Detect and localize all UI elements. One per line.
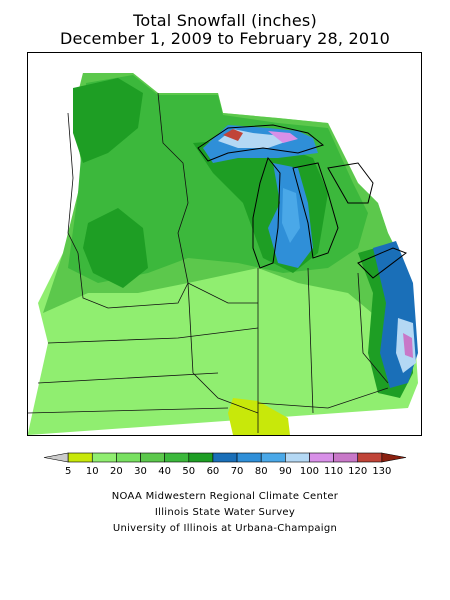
region-lake-superior-max [223, 129, 243, 141]
legend-swatch [91, 452, 117, 463]
legend-swatch [188, 452, 214, 463]
legend-tick-label: 60 [207, 466, 220, 477]
legend-swatch [357, 452, 383, 463]
legend-swatch [140, 452, 165, 463]
legend-swatch [43, 452, 69, 463]
legend-tick-label: 50 [182, 466, 195, 477]
region-90-100-michigan-lake [282, 188, 300, 243]
legend-swatch [333, 452, 359, 463]
legend-swatch [212, 452, 238, 463]
legend-swatch [116, 452, 141, 463]
state-borders [27, 92, 389, 433]
legend-tick-label: 110 [324, 466, 343, 477]
map-title: Total Snowfall (inches) [133, 11, 317, 30]
legend-swatch [285, 452, 310, 463]
region-50-60-north [73, 78, 143, 163]
legend-swatch [164, 452, 190, 463]
legend-swatch [260, 452, 286, 463]
lake-outlines [197, 124, 408, 279]
region-east-belt-max [403, 333, 413, 358]
credit-line-2: Illinois State Water Survey [154, 507, 296, 518]
legend-tick-label: 130 [372, 466, 391, 477]
map-frame [27, 52, 422, 436]
legend-tick-label: 40 [158, 466, 171, 477]
legend-tick-label: 5 [65, 466, 71, 477]
legend-tick-label: 80 [255, 466, 268, 477]
color-legend: 5 10 20 30 40 50 60 70 80 90 100 110 120 130 [43, 452, 407, 477]
legend-tick-label: 30 [134, 466, 147, 477]
legend-swatch [67, 452, 93, 463]
legend-swatch [381, 452, 407, 463]
legend-tick-label: 120 [348, 466, 367, 477]
legend-tick-label: 90 [279, 466, 292, 477]
snowfall-map [27, 73, 418, 435]
legend-swatch [309, 452, 334, 463]
region-lake-superior-100 [268, 131, 298, 143]
credit-line-1: NOAA Midwestern Regional Climate Center [111, 491, 339, 502]
region-50-60-west [83, 208, 148, 288]
map-subtitle: December 1, 2009 to February 28, 2010 [60, 29, 390, 48]
legend-tick-label: 100 [300, 466, 319, 477]
legend-tick-label: 70 [231, 466, 244, 477]
credit-line-3: University of Illinois at Urbana-Champai… [112, 523, 338, 534]
legend-swatch [236, 452, 262, 463]
legend-tick-label: 10 [86, 466, 99, 477]
legend-tick-label: 20 [110, 466, 123, 477]
